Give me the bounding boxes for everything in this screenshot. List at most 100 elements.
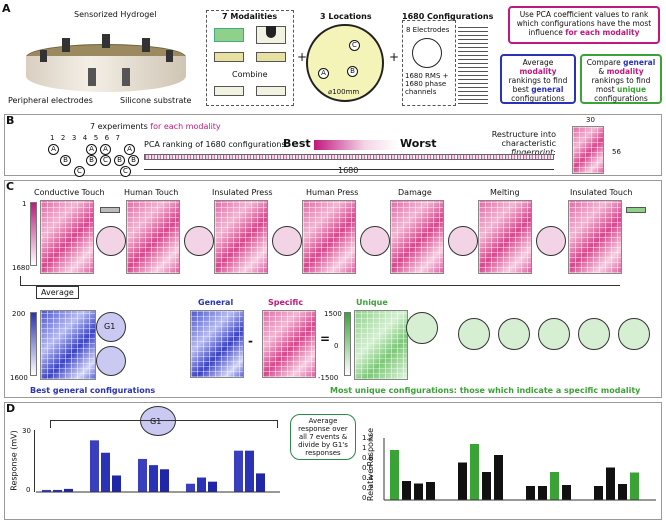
response-bar-chart — [36, 440, 280, 493]
relative-bar — [562, 485, 571, 500]
average-label: Average — [36, 286, 79, 299]
general-scale-top: 200 — [12, 310, 26, 318]
relative-bar — [402, 481, 411, 500]
relative-bar — [390, 450, 399, 500]
config-circle-2 — [184, 226, 214, 256]
response-bar — [208, 481, 217, 492]
relative-bar — [426, 482, 435, 500]
exp-c-1: C — [74, 166, 85, 177]
combined-glyph-1 — [214, 86, 244, 96]
channels-text: 1680 RMS + 1680 phase channels — [405, 72, 449, 96]
strip-length-label: 1680 — [338, 166, 359, 175]
g1-badge-label: G1 — [150, 417, 162, 426]
relative-bar — [550, 472, 559, 500]
d2-ytick: 0 — [362, 494, 367, 502]
modalities-box — [206, 10, 294, 106]
panel-c-label: C — [6, 180, 15, 193]
channel-lines — [458, 24, 488, 104]
exp-b-2: B — [86, 155, 97, 166]
general-colorbar — [30, 312, 37, 376]
compare-box: Compare general & modality rankings to f… — [580, 54, 662, 104]
relative-bar — [470, 444, 479, 500]
config-circle-6 — [536, 226, 566, 256]
specific-heatmap — [262, 310, 316, 378]
average-connector — [20, 276, 620, 286]
relative-bar — [606, 467, 615, 500]
relative-bar — [494, 455, 503, 500]
d1-ytick-top: 30 — [22, 427, 31, 435]
unique-heatmap — [354, 310, 408, 380]
panel-b-label: B — [6, 114, 15, 127]
config-circle-1 — [96, 226, 126, 256]
d2-ytick: 0.8 — [362, 454, 374, 462]
specific-title: Specific — [268, 298, 304, 307]
modality-heatmap-6 — [478, 200, 532, 274]
modality-heatmap-2 — [126, 200, 180, 274]
d2-ytick: 0.2 — [362, 484, 374, 492]
rank-scale-top: 1 — [22, 200, 27, 208]
exp-b-3: B — [114, 155, 125, 166]
modality-title-4: Human Press — [306, 188, 359, 197]
best-general-caption: Best general configurations — [30, 386, 156, 395]
unique-circle-3 — [498, 318, 530, 350]
minus-sign: - — [248, 334, 253, 348]
response-bar — [64, 488, 73, 492]
response-bar — [112, 475, 121, 492]
exp-a-4: A — [124, 144, 135, 155]
response-bar — [197, 477, 206, 492]
experiments-text: 7 experiments for each modality — [90, 122, 221, 131]
exp-a-1: A — [48, 144, 59, 155]
location-disc — [306, 24, 384, 102]
exp-c-2: C — [100, 155, 111, 166]
response-bar — [53, 489, 62, 492]
d1-y-axis — [34, 430, 35, 492]
relative-bar — [458, 462, 467, 500]
touch-glyph — [214, 28, 244, 42]
exp-b-4: B — [128, 155, 139, 166]
pca-box: Use PCA coefficient values to rank which… — [508, 6, 660, 44]
locations-title: 3 Locations — [320, 12, 372, 21]
response-bar — [101, 452, 110, 492]
panel-d-frame — [4, 402, 662, 520]
best-worst-gradient — [314, 140, 398, 150]
relative-bar — [482, 472, 491, 500]
combined-glyph-2 — [256, 86, 286, 96]
electrode-ring — [412, 38, 442, 68]
rank-scale-bottom: 1680 — [12, 264, 30, 272]
exp-a-3: A — [100, 144, 111, 155]
response-bar — [186, 483, 195, 492]
d2-ytick: 1.2 — [362, 434, 374, 442]
substrate-label: Silicone substrate — [120, 96, 192, 105]
configurations-box — [402, 20, 456, 106]
panel-a-label: A — [2, 2, 11, 15]
unique-scale-top: 1500 — [324, 310, 342, 318]
most-unique-caption: Most unique configurations: those which … — [330, 386, 641, 395]
response-bar — [245, 450, 254, 492]
unique-scale-bottom: -1500 — [318, 374, 339, 382]
response-bar — [149, 465, 158, 492]
melt-glyph — [256, 52, 286, 62]
exp-a-2: A — [86, 144, 97, 155]
best-label: Best — [283, 137, 311, 150]
modality-icon-7 — [626, 207, 646, 213]
general-heatmap-2 — [190, 310, 244, 378]
config-circle-5 — [448, 226, 478, 256]
unique-circle-5 — [578, 318, 610, 350]
press-tool-icon — [266, 26, 276, 38]
average-note: Average response over all 7 events & div… — [290, 414, 356, 460]
d2-ytick: 0.6 — [362, 464, 374, 472]
modality-title-6: Melting — [490, 188, 520, 197]
modality-title-3: Insulated Press — [212, 188, 273, 197]
config-circle-3 — [272, 226, 302, 256]
relative-bar — [414, 483, 423, 500]
relative-bar — [526, 486, 535, 500]
g1-label: G1 — [104, 322, 116, 331]
fingerprint-width: 30 — [586, 116, 595, 124]
response-bar — [42, 489, 51, 492]
unique-circle-2 — [458, 318, 490, 350]
response-bar — [160, 469, 169, 492]
modality-title-1: Conductive Touch — [34, 188, 105, 197]
response-bar — [138, 458, 147, 492]
plus-2: + — [389, 50, 400, 64]
